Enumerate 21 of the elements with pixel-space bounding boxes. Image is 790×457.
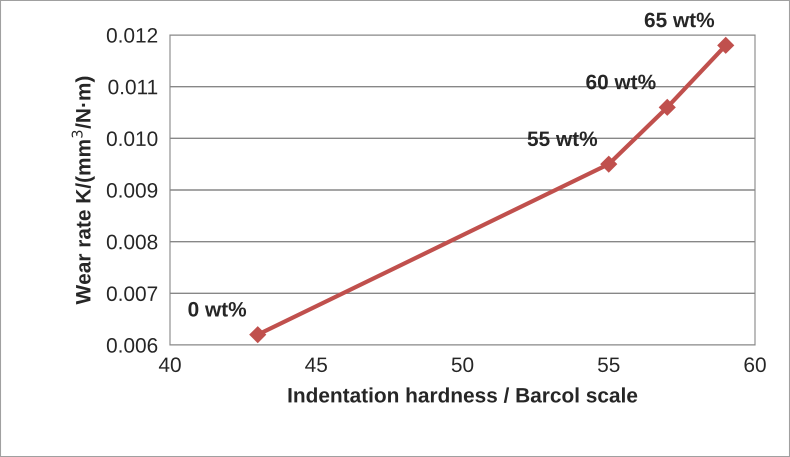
annotation: 65 wt% <box>644 12 714 28</box>
point <box>600 156 618 173</box>
y-tick-label: 0.009 <box>106 183 158 198</box>
point <box>717 36 734 54</box>
x-axis-title: Indentation hardness / Barcol scale <box>288 387 638 403</box>
x-tick-label: 40 <box>158 357 181 372</box>
y-tick-label: 0.006 <box>106 338 158 353</box>
y-tick-label: 0.010 <box>106 131 158 146</box>
x-tick-label: 60 <box>744 357 766 372</box>
x-tick-label: 50 <box>452 357 474 372</box>
y-tick-label: 0.007 <box>106 286 158 302</box>
y-tick-label: 0.008 <box>106 234 158 250</box>
y-tick-label: 0.011 <box>108 80 158 94</box>
x-tick-label: 45 <box>305 358 327 372</box>
y-axis-title: Wear rate K/(mm$^{3}$/N·m) <box>72 76 95 304</box>
x-tick-label: 55 <box>598 358 620 372</box>
y-tick-label: 0.012 <box>106 28 158 43</box>
point <box>249 326 266 344</box>
annotation: 0 wt% <box>188 302 246 317</box>
point <box>658 98 676 116</box>
annotation: 60 wt% <box>586 74 656 90</box>
